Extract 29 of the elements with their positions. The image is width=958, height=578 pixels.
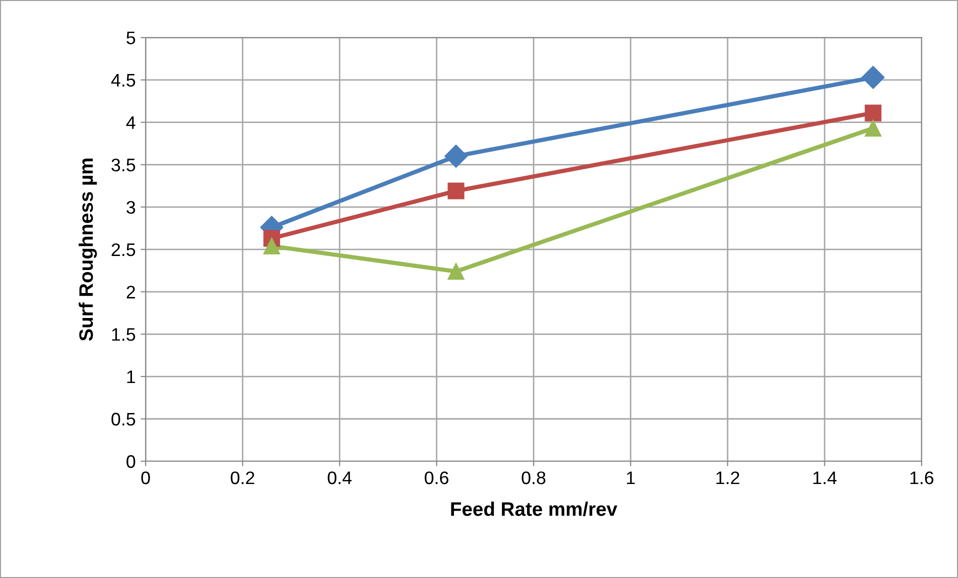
x-tick-label: 0.8: [522, 471, 546, 484]
x-tick-label: 1.4: [813, 472, 837, 484]
y-tick-label: 1.5: [112, 328, 136, 341]
x-tick-label: 0: [141, 471, 150, 484]
y-tick-label: 2.5: [112, 243, 136, 256]
x-tick-label: 1.6: [910, 471, 934, 484]
y-tick-label: 1: [127, 370, 136, 384]
x-tick-label: 1: [626, 472, 635, 484]
x-axis-title: Feed Rate mm/rev: [451, 502, 618, 516]
point: [263, 238, 280, 254]
y-tick-label: 0.5: [112, 412, 136, 426]
point: [864, 120, 882, 137]
y-tick-label: 5: [126, 32, 136, 44]
x-tick-label: 0.2: [230, 471, 254, 484]
point: [448, 182, 464, 200]
y-tick-label: 3.5: [111, 158, 136, 172]
y-axis-title: Surf Roughness µm: [78, 158, 97, 341]
y-tick-label: 0: [126, 455, 136, 468]
point: [864, 104, 882, 122]
point: [444, 144, 468, 168]
x-tick-label: 0.6: [424, 471, 448, 484]
y-tick-label: 4.5: [111, 74, 136, 87]
x-tick-label: 1.2: [716, 471, 740, 484]
x-tick-label: 0.4: [328, 471, 352, 484]
y-tick-label: 4: [126, 116, 136, 129]
point: [448, 263, 464, 280]
y-tick-label: 3: [126, 200, 136, 214]
y-tick-label: 2: [126, 286, 135, 298]
point: [862, 66, 885, 89]
